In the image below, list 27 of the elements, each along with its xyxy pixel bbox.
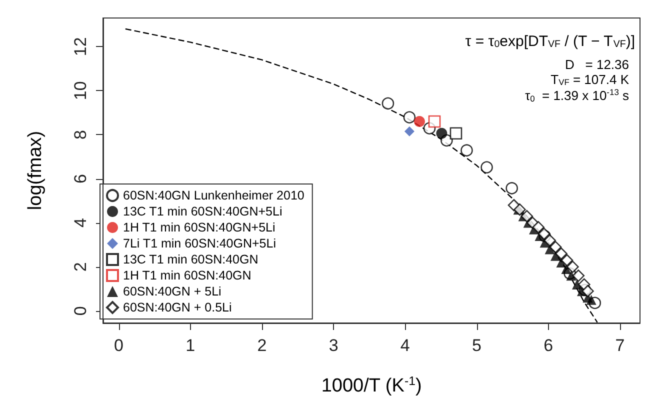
x-tick-label: 6	[544, 336, 554, 355]
y-tick-label: 6	[71, 174, 90, 184]
legend-label: 60SN:40GN + 0.5Li	[123, 300, 232, 314]
x-tick-label: 3	[328, 336, 338, 355]
x-tick-label: 2	[257, 336, 267, 355]
legend-label: 1H T1 min 60SN:40GN+5Li	[123, 220, 276, 234]
x-tick-label: 0	[114, 336, 124, 355]
x-tick-label: 7	[615, 336, 625, 355]
annotation: D = 12.36	[565, 57, 630, 72]
y-tick-label: 10	[71, 81, 90, 100]
x-tick-label: 5	[472, 336, 482, 355]
legend-label: 1H T1 min 60SN:40GN	[123, 268, 252, 282]
y-axis-title: log(fmax)	[25, 130, 46, 210]
y-tick-label: 4	[71, 218, 90, 228]
legend-label: 60SN:40GN + 5Li	[123, 284, 222, 298]
y-tick-label: 0	[71, 306, 90, 316]
annotation: TVF = 107.4 K	[550, 72, 630, 88]
y-tick-label: 12	[71, 37, 90, 56]
legend-label: 13C T1 min 60SN:40GN	[123, 252, 258, 266]
y-tick-label: 8	[71, 130, 90, 140]
y-tick-label: 2	[71, 262, 90, 272]
x-tick-label: 1	[186, 336, 196, 355]
x-tick-label: 4	[400, 336, 410, 355]
legend-label: 60SN:40GN Lunkenheimer 2010	[123, 188, 304, 202]
legend-label: 13C T1 min 60SN:40GN+5Li	[123, 204, 282, 218]
legend-label: 7Li T1 min 60SN:40GN+5Li	[123, 236, 276, 250]
annotation: τ = τ0exp[DTVF / (T − TVF)]	[465, 33, 636, 50]
